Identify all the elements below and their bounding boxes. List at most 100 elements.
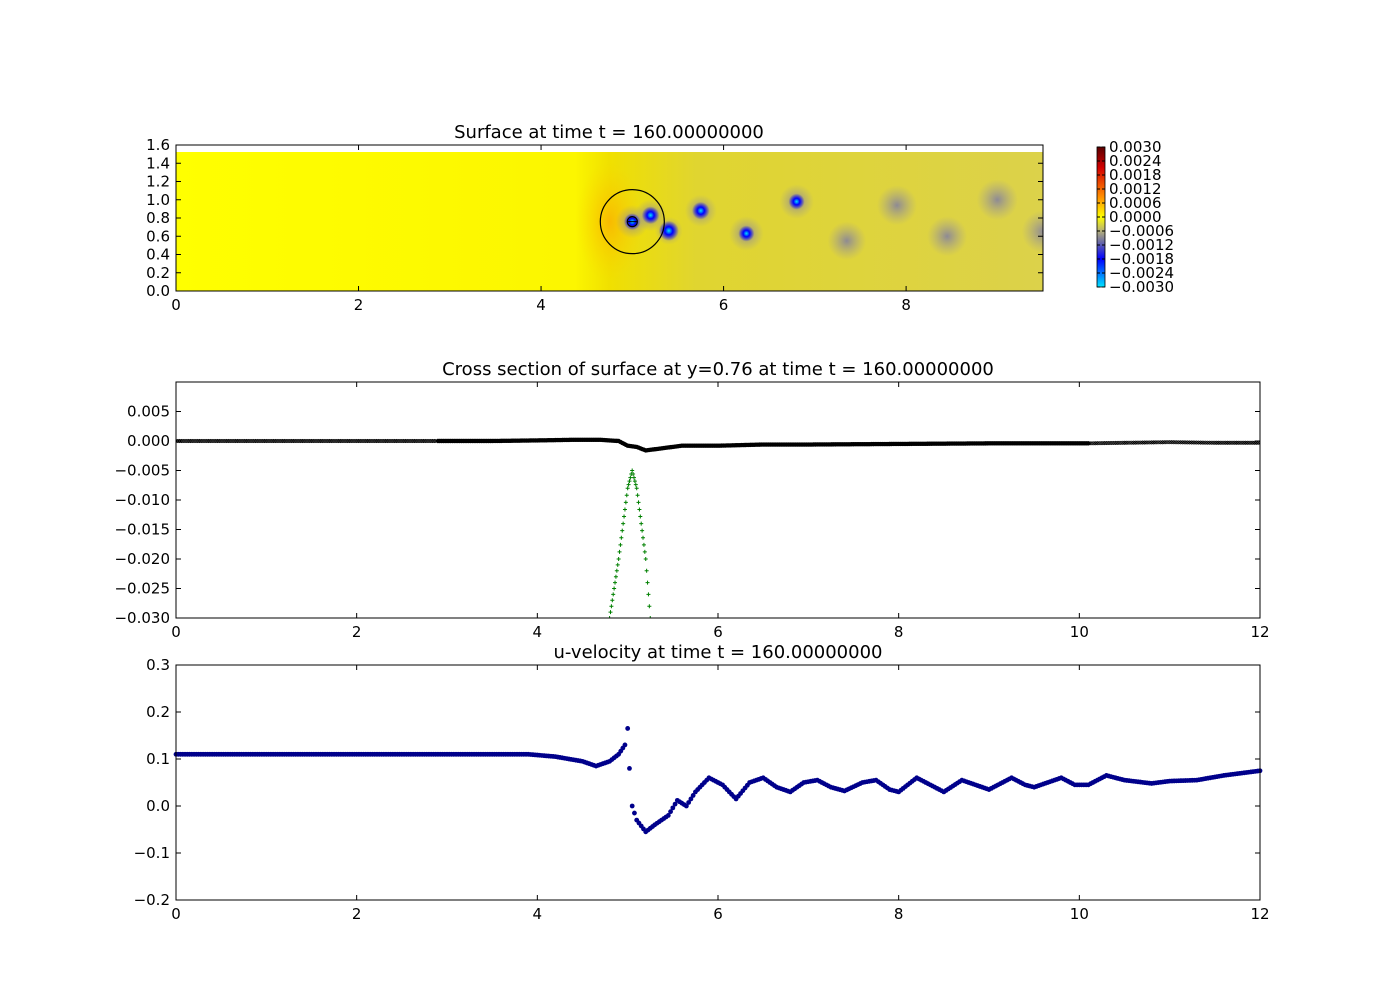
surface-point <box>287 438 292 444</box>
surface-point <box>182 438 188 444</box>
surface-point <box>1214 440 1219 445</box>
bathymetry-point <box>622 507 627 512</box>
bathymetry-point <box>627 479 632 484</box>
bathymetry-point <box>646 592 651 597</box>
surface-heatmap-panel: Surface at time t = 160.00000000 0 2 4 6 8 0.… <box>146 122 1174 314</box>
surface-point <box>1254 440 1259 445</box>
surface-point <box>176 438 179 444</box>
bathymetry-point <box>612 586 617 591</box>
surface-point <box>1151 440 1156 445</box>
surface-point <box>255 438 260 444</box>
surface-point <box>1241 440 1246 445</box>
bathymetry-point <box>614 568 619 573</box>
surface-point <box>318 438 323 444</box>
x-tick-label: 8 <box>894 623 904 641</box>
surface-point <box>1216 440 1221 445</box>
surface-point <box>1174 440 1179 445</box>
x-tick-label: 12 <box>1250 905 1269 923</box>
surface-point <box>1212 440 1217 445</box>
surface-point <box>190 438 195 444</box>
surface-point <box>247 438 253 444</box>
colorbar-tick-label: −0.0024 <box>1109 264 1174 282</box>
surface-point <box>191 438 197 444</box>
surface-point <box>406 438 412 444</box>
surface-point <box>311 438 316 444</box>
surface-point <box>1239 440 1245 445</box>
bathymetry-point <box>625 486 630 491</box>
surface-point <box>206 438 211 444</box>
x-tick-label: 4 <box>533 905 543 923</box>
surface-point <box>1245 440 1250 445</box>
x-tick-label: 6 <box>719 296 729 314</box>
surface-point <box>181 438 186 444</box>
surface-point <box>356 438 361 444</box>
surface-point <box>1194 440 1199 445</box>
x-tick-label: 0 <box>171 623 181 641</box>
y-tick-label: 0.2 <box>146 703 170 721</box>
surface-point <box>1135 440 1140 445</box>
bathymetry-point <box>640 528 645 533</box>
bathymetry-point <box>643 557 648 561</box>
bathymetry-point <box>634 486 639 491</box>
bathymetry-point <box>637 507 642 512</box>
x-tick-label: 4 <box>536 296 546 314</box>
bathymetry-point <box>624 493 629 498</box>
surface-point <box>358 438 363 444</box>
surface-point <box>253 438 258 444</box>
surface-point <box>414 438 419 444</box>
bathymetry-point <box>630 468 635 473</box>
surface-point <box>430 438 435 444</box>
surface-point <box>258 438 263 444</box>
surface-point <box>204 438 209 444</box>
surface-point <box>367 438 372 444</box>
surface-point <box>231 438 236 444</box>
surface-point <box>210 438 215 444</box>
surface-point <box>1144 440 1149 445</box>
surface-point <box>228 438 233 444</box>
surface-point <box>1205 440 1210 445</box>
bathymetry-point <box>616 557 621 561</box>
surface-point <box>285 438 291 444</box>
surface-point <box>313 438 318 444</box>
surface-point <box>1182 440 1187 445</box>
surface-point <box>349 438 354 444</box>
surface-point <box>1138 440 1143 445</box>
y-tick-label: −0.1 <box>134 844 170 862</box>
surface-point <box>397 438 403 444</box>
surface-point <box>1248 440 1254 445</box>
velocity-point <box>625 726 631 731</box>
surface-point <box>1169 440 1174 445</box>
x-tick-label: 8 <box>894 905 904 923</box>
surface-point <box>260 438 265 444</box>
surface-point <box>300 438 305 444</box>
vortex-halo <box>976 179 1019 221</box>
surface-point <box>291 438 296 444</box>
colorbar-tick-label: −0.0018 <box>1109 250 1174 268</box>
bathymetry-point <box>631 472 636 477</box>
surface-point <box>363 438 368 444</box>
surface-point <box>1192 440 1198 445</box>
y-tick-label: 0.2 <box>146 264 170 282</box>
velocity-point <box>672 801 678 807</box>
surface-point <box>1147 440 1152 445</box>
y-tick-label: −0.025 <box>114 580 170 598</box>
vortex-halo <box>1021 210 1043 254</box>
surface-point <box>264 438 269 444</box>
surface-point <box>392 438 397 444</box>
bathymetry-point <box>611 592 616 597</box>
surface-point <box>1173 440 1178 445</box>
surface-point <box>1238 440 1243 445</box>
surface-point <box>251 438 256 444</box>
colorbar-tick-label: −0.0006 <box>1109 222 1174 240</box>
surface-point <box>195 438 200 444</box>
surface-point <box>405 438 410 444</box>
surface-point <box>425 438 430 444</box>
surface-point <box>240 438 245 444</box>
vortex-core <box>788 193 805 210</box>
surface-point <box>1131 440 1136 445</box>
surface-point <box>314 438 320 444</box>
x-tick-label: 0 <box>171 905 181 923</box>
surface-point <box>1171 440 1176 445</box>
surface-point <box>213 438 218 444</box>
x-tick-label: 10 <box>1070 905 1089 923</box>
